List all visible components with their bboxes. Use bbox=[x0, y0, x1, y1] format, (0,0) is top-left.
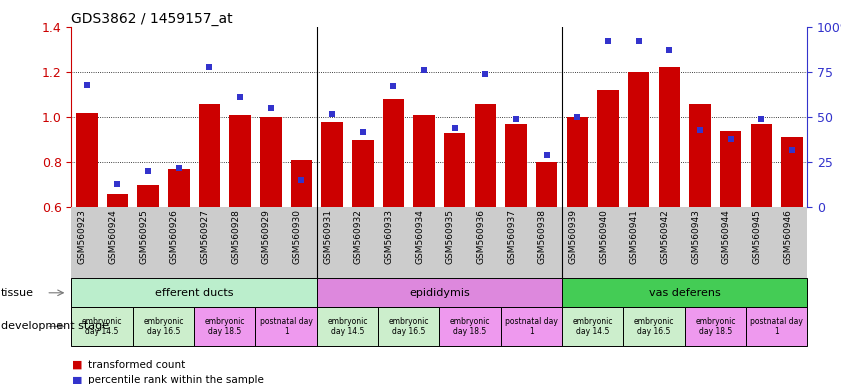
Text: GSM560935: GSM560935 bbox=[446, 210, 455, 265]
Bar bbox=[107, 194, 128, 207]
Text: percentile rank within the sample: percentile rank within the sample bbox=[88, 375, 264, 384]
Text: GDS3862 / 1459157_at: GDS3862 / 1459157_at bbox=[71, 12, 233, 26]
Text: efferent ducts: efferent ducts bbox=[155, 288, 234, 298]
Bar bbox=[720, 131, 742, 207]
Text: GSM560943: GSM560943 bbox=[691, 210, 700, 264]
Bar bbox=[230, 115, 251, 207]
Bar bbox=[690, 104, 711, 207]
Text: vas deferens: vas deferens bbox=[649, 288, 721, 298]
Text: embryonic
day 14.5: embryonic day 14.5 bbox=[573, 317, 613, 336]
Bar bbox=[378, 307, 439, 346]
Text: GSM560937: GSM560937 bbox=[507, 210, 516, 265]
Text: GSM560923: GSM560923 bbox=[78, 210, 87, 264]
Text: GSM560924: GSM560924 bbox=[108, 210, 118, 264]
Bar bbox=[536, 162, 558, 207]
Text: postnatal day
1: postnatal day 1 bbox=[505, 317, 558, 336]
Bar bbox=[291, 160, 312, 207]
Text: postnatal day
1: postnatal day 1 bbox=[260, 317, 313, 336]
Bar bbox=[317, 307, 378, 346]
Bar bbox=[439, 307, 500, 346]
Bar bbox=[71, 307, 133, 346]
Bar bbox=[194, 307, 256, 346]
Bar bbox=[623, 307, 685, 346]
Bar bbox=[567, 117, 588, 207]
Bar bbox=[505, 124, 526, 207]
Text: GSM560939: GSM560939 bbox=[569, 210, 578, 265]
Bar bbox=[628, 72, 649, 207]
Bar bbox=[71, 278, 317, 307]
Text: embryonic
day 16.5: embryonic day 16.5 bbox=[389, 317, 429, 336]
Bar bbox=[71, 207, 807, 278]
Text: GSM560933: GSM560933 bbox=[384, 210, 394, 265]
Text: postnatal day
1: postnatal day 1 bbox=[750, 317, 803, 336]
Bar bbox=[198, 104, 220, 207]
Bar bbox=[414, 115, 435, 207]
Text: GSM560941: GSM560941 bbox=[630, 210, 638, 264]
Text: GSM560934: GSM560934 bbox=[415, 210, 424, 264]
Bar bbox=[659, 68, 680, 207]
Text: ■: ■ bbox=[71, 360, 82, 370]
Bar bbox=[317, 278, 562, 307]
Bar bbox=[383, 99, 405, 207]
Text: GSM560927: GSM560927 bbox=[200, 210, 209, 264]
Text: embryonic
day 14.5: embryonic day 14.5 bbox=[82, 317, 123, 336]
Bar bbox=[444, 133, 465, 207]
Text: GSM560945: GSM560945 bbox=[753, 210, 761, 264]
Text: embryonic
day 16.5: embryonic day 16.5 bbox=[634, 317, 674, 336]
Bar bbox=[352, 140, 373, 207]
Text: GSM560944: GSM560944 bbox=[722, 210, 731, 264]
Text: embryonic
day 18.5: embryonic day 18.5 bbox=[204, 317, 245, 336]
Text: embryonic
day 18.5: embryonic day 18.5 bbox=[450, 317, 490, 336]
Text: GSM560930: GSM560930 bbox=[293, 210, 301, 265]
Text: GSM560936: GSM560936 bbox=[476, 210, 485, 265]
Bar bbox=[685, 307, 746, 346]
Bar bbox=[746, 307, 807, 346]
Text: GSM560925: GSM560925 bbox=[139, 210, 148, 264]
Text: transformed count: transformed count bbox=[88, 360, 186, 370]
Text: embryonic
day 18.5: embryonic day 18.5 bbox=[696, 317, 736, 336]
Text: GSM560932: GSM560932 bbox=[354, 210, 362, 264]
Bar bbox=[500, 307, 562, 346]
Bar bbox=[256, 307, 317, 346]
Bar bbox=[562, 278, 807, 307]
Text: tissue: tissue bbox=[1, 288, 34, 298]
Text: embryonic
day 14.5: embryonic day 14.5 bbox=[327, 317, 368, 336]
Text: GSM560929: GSM560929 bbox=[262, 210, 271, 264]
Bar bbox=[260, 117, 282, 207]
Text: embryonic
day 16.5: embryonic day 16.5 bbox=[143, 317, 183, 336]
Bar bbox=[562, 307, 623, 346]
Bar bbox=[321, 122, 343, 207]
Bar bbox=[474, 104, 496, 207]
Text: GSM560938: GSM560938 bbox=[537, 210, 547, 265]
Text: GSM560942: GSM560942 bbox=[660, 210, 669, 264]
Bar bbox=[751, 124, 772, 207]
Bar bbox=[597, 90, 619, 207]
Bar bbox=[76, 113, 98, 207]
Text: GSM560946: GSM560946 bbox=[783, 210, 792, 264]
Bar bbox=[168, 169, 189, 207]
Text: development stage: development stage bbox=[1, 321, 109, 331]
Text: GSM560931: GSM560931 bbox=[323, 210, 332, 265]
Bar bbox=[781, 137, 803, 207]
Text: GSM560926: GSM560926 bbox=[170, 210, 179, 264]
Text: epididymis: epididymis bbox=[409, 288, 470, 298]
Text: GSM560940: GSM560940 bbox=[599, 210, 608, 264]
Bar bbox=[137, 185, 159, 207]
Text: ■: ■ bbox=[71, 375, 82, 384]
Text: GSM560928: GSM560928 bbox=[231, 210, 241, 264]
Bar bbox=[133, 307, 194, 346]
